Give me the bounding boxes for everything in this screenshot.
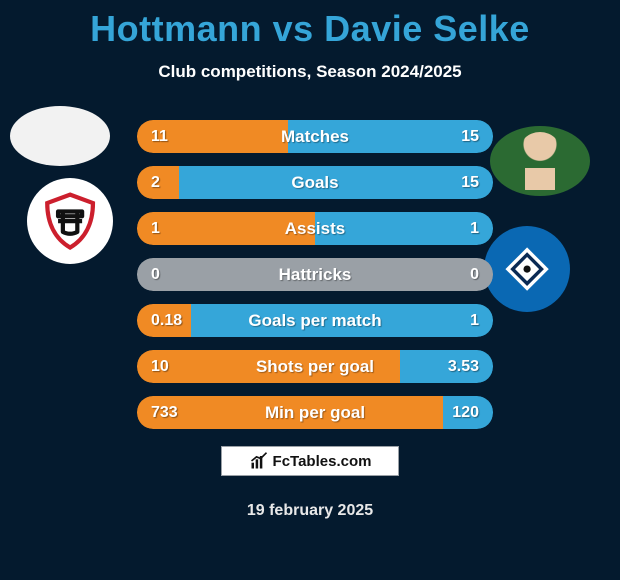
stat-value-right: 120: [452, 404, 479, 422]
stat-overlay: 2Goals15: [137, 166, 493, 199]
stat-label: Min per goal: [137, 403, 493, 423]
stat-label: Matches: [137, 127, 493, 147]
stat-value-left: 0.18: [151, 312, 182, 330]
page-subtitle: Club competitions, Season 2024/2025: [0, 62, 620, 82]
brand-text: FcTables.com: [273, 453, 372, 470]
stat-label: Assists: [137, 219, 493, 239]
club-right-icon: [497, 239, 557, 299]
stat-value-left: 1: [151, 220, 160, 238]
brand-box: FcTables.com: [221, 446, 399, 476]
stat-overlay: 0Hattricks0: [137, 258, 493, 291]
stat-row: 0.18Goals per match1: [137, 304, 493, 337]
stat-overlay: 0.18Goals per match1: [137, 304, 493, 337]
stat-value-right: 3.53: [448, 358, 479, 376]
stat-overlay: 733Min per goal120: [137, 396, 493, 429]
stat-label: Shots per goal: [137, 357, 493, 377]
player-left-avatar: [10, 106, 110, 166]
stat-row: 10Shots per goal3.53: [137, 350, 493, 383]
club-left-badge: [27, 178, 113, 264]
stat-label: Goals per match: [137, 311, 493, 331]
stat-value-left: 10: [151, 358, 169, 376]
stat-value-right: 15: [461, 128, 479, 146]
stat-value-left: 0: [151, 266, 160, 284]
stat-row: 2Goals15: [137, 166, 493, 199]
stat-value-right: 15: [461, 174, 479, 192]
stat-overlay: 1Assists1: [137, 212, 493, 245]
stat-value-right: 1: [470, 220, 479, 238]
stat-row: 11Matches15: [137, 120, 493, 153]
date-text: 19 february 2025: [0, 502, 620, 520]
stat-row: 1Assists1: [137, 212, 493, 245]
stat-value-right: 0: [470, 266, 479, 284]
stat-overlay: 11Matches15: [137, 120, 493, 153]
club-left-icon: [40, 191, 100, 251]
stat-label: Hattricks: [137, 265, 493, 285]
club-right-badge: [484, 226, 570, 312]
player-right-avatar: [490, 126, 590, 196]
stat-row: 733Min per goal120: [137, 396, 493, 429]
stat-rows: 11Matches152Goals151Assists10Hattricks00…: [137, 120, 493, 442]
stat-value-left: 2: [151, 174, 160, 192]
page-title: Hottmann vs Davie Selke: [0, 8, 620, 50]
stat-overlay: 10Shots per goal3.53: [137, 350, 493, 383]
stat-value-left: 11: [151, 128, 168, 146]
stat-value-left: 733: [151, 404, 178, 422]
chart-icon: [249, 451, 269, 471]
stat-value-right: 1: [470, 312, 479, 330]
stat-label: Goals: [137, 173, 493, 193]
stat-row: 0Hattricks0: [137, 258, 493, 291]
